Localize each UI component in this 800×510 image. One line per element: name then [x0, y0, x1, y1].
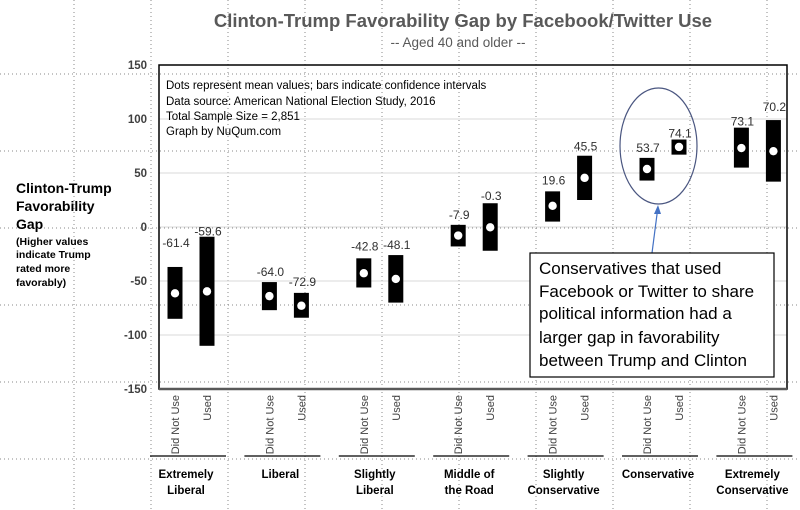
- x-axis-labels: Did Not Use Used Extremely Liberal Did Not U…: [150, 395, 793, 497]
- y-axis-title-line: Gap: [16, 216, 43, 232]
- x-subcategory-label: Used: [202, 395, 214, 421]
- x-group-label: Liberal: [262, 469, 300, 481]
- value-label: -59.6: [194, 225, 222, 239]
- y-tick-label: 0: [141, 222, 147, 234]
- mean-dot: [769, 146, 778, 156]
- note-line: Data source: American National Election …: [166, 96, 436, 108]
- x-group-label: Slightly: [354, 469, 396, 481]
- x-subcategory-label: Did Not Use: [736, 395, 748, 454]
- annotation-line: Conservatives that used: [539, 259, 721, 278]
- annotation-box: Conservatives that used Facebook or Twit…: [529, 252, 775, 378]
- x-subcategory-label: Did Not Use: [453, 395, 465, 454]
- x-subcategory-label: Did Not Use: [642, 395, 654, 454]
- chart-notes: Dots represent mean values; bars indicat…: [166, 80, 487, 138]
- value-label: -42.8: [351, 239, 379, 253]
- mean-dot: [548, 201, 557, 211]
- x-subcategory-label: Used: [296, 395, 308, 421]
- x-subcategory-label: Did Not Use: [264, 395, 276, 454]
- y-tick-label: 100: [128, 114, 147, 126]
- mean-dot: [580, 173, 589, 183]
- arrow-head-icon: [654, 205, 661, 214]
- chart-subtitle: -- Aged 40 and older --: [390, 35, 525, 50]
- x-group-label: Conservative: [527, 485, 599, 497]
- y-tick-label: 50: [134, 168, 147, 180]
- y-axis-title-line: Favorability: [16, 198, 95, 214]
- x-subcategory-label: Used: [391, 395, 403, 421]
- annotation-line: Facebook or Twitter to share: [539, 282, 754, 301]
- note-line: Graph by NuQum.com: [166, 126, 281, 138]
- x-subcategory-label: Did Not Use: [170, 395, 182, 454]
- x-group-label: Conservative: [716, 485, 788, 497]
- x-subcategory-label: Used: [674, 395, 686, 421]
- mean-dot: [391, 274, 400, 284]
- mean-dot: [297, 301, 306, 310]
- mean-dot: [202, 287, 212, 296]
- y-axis-ticks: 150 100 50 0 -50 -100 -150: [124, 60, 147, 396]
- value-label: -64.0: [257, 265, 285, 279]
- value-label: 19.6: [542, 173, 566, 187]
- y-tick-label: -50: [130, 276, 147, 288]
- chart-title: Clinton-Trump Favorability Gap by Facebo…: [214, 10, 712, 31]
- value-label: 73.1: [731, 115, 755, 129]
- x-group-label: Extremely: [725, 469, 781, 481]
- y-axis-note-line: (Higher values: [16, 236, 89, 248]
- mean-dot: [486, 223, 495, 232]
- y-axis-note-line: rated more: [16, 263, 70, 275]
- x-group-label: Conservative: [622, 469, 694, 481]
- x-group-label: the Road: [445, 485, 494, 497]
- value-label: -0.3: [481, 189, 502, 203]
- y-axis-note-line: indicate Trump: [16, 249, 91, 261]
- highlight-ellipse: [619, 87, 698, 205]
- mean-dot: [170, 289, 180, 298]
- x-group-label: Slightly: [543, 469, 585, 481]
- x-subcategory-label: Did Not Use: [359, 395, 371, 454]
- value-label: -7.9: [449, 208, 470, 222]
- mean-dot: [674, 142, 684, 152]
- value-label: 74.1: [668, 127, 692, 141]
- value-label: -72.9: [289, 275, 317, 289]
- y-axis-title-line: Clinton-Trump: [16, 180, 112, 196]
- annotation-arrow: [651, 205, 661, 254]
- x-group-label: Liberal: [356, 485, 394, 497]
- y-tick-label: -100: [124, 330, 147, 342]
- value-label: 70.2: [763, 100, 787, 114]
- annotation-frame: [529, 252, 775, 378]
- y-axis-note-line: favorably): [16, 277, 66, 289]
- data-marks: -61.4 -59.6 -64.0 -72.9 -42.8 -48.1 -7.9 -0.3 19…: [162, 100, 786, 346]
- value-label: 45.5: [574, 140, 598, 154]
- note-line: Dots represent mean values; bars indicat…: [166, 80, 487, 92]
- x-subcategory-label: Used: [485, 395, 497, 421]
- annotation-line: political information had a: [539, 304, 732, 323]
- annotation-line: larger gap in favorability: [539, 328, 720, 347]
- x-subcategory-label: Used: [580, 395, 592, 421]
- x-group-label: Liberal: [167, 485, 205, 497]
- x-group-label: Middle of: [444, 469, 495, 481]
- x-group-label: Extremely: [159, 469, 215, 481]
- y-axis-title: Clinton-Trump Favorability Gap (Higher v…: [16, 180, 112, 289]
- value-label: -61.4: [162, 236, 190, 250]
- x-subcategory-label: Did Not Use: [548, 395, 560, 454]
- value-label: -48.1: [383, 238, 411, 252]
- mean-dot: [265, 291, 274, 301]
- note-line: Total Sample Size = 2,851: [166, 111, 300, 123]
- y-tick-label: -150: [124, 384, 147, 396]
- mean-dot: [737, 143, 746, 153]
- x-subcategory-label: Used: [768, 395, 780, 421]
- annotation-line: between Trump and Clinton: [539, 351, 747, 370]
- y-tick-label: 150: [128, 60, 147, 72]
- mean-dot: [454, 231, 463, 240]
- value-label: 53.7: [636, 141, 660, 155]
- arrow-shaft: [651, 211, 658, 254]
- mean-dot: [642, 164, 652, 174]
- mean-dot: [359, 269, 368, 278]
